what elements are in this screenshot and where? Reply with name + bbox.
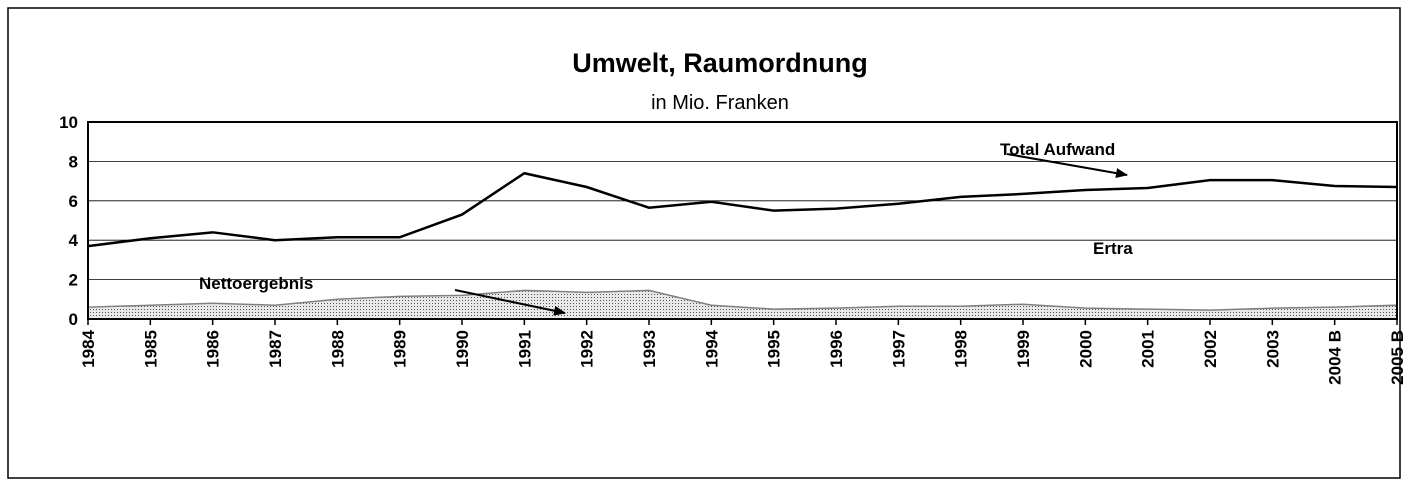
x-tick-label: 2000: [1076, 330, 1095, 368]
chart-title: Umwelt, Raumordnung: [572, 48, 868, 78]
y-tick-label: 2: [69, 271, 78, 290]
x-tick-label: 1984: [79, 329, 98, 367]
line: [87, 171, 1398, 248]
annotation: Ertra: [1093, 239, 1133, 258]
annotation: Total Aufwand: [1000, 140, 1115, 159]
x-tick-label: 2004 B: [1326, 330, 1345, 385]
x-tick-label: 1985: [141, 330, 160, 368]
x-tick-label: 1996: [827, 330, 846, 368]
x-tick-label: 1994: [702, 329, 721, 367]
x-tick-label: 1989: [391, 330, 410, 368]
x-tick-label: 2001: [1139, 330, 1158, 368]
x-tick-label: 1988: [328, 330, 347, 368]
frame: [7, 7, 1401, 479]
plot-area: [88, 122, 1397, 319]
y-tick-label: 8: [69, 152, 78, 171]
chart-subtitle: in Mio. Franken: [651, 92, 789, 114]
x-tick-label: 1993: [640, 330, 659, 368]
x-tick-label: 1998: [952, 330, 971, 368]
x-tick-label: 1987: [266, 330, 285, 368]
y-tick-label: 10: [59, 113, 78, 132]
plot-border: [87, 121, 1398, 320]
annotation: Nettoergebnis: [199, 274, 313, 293]
x-tick-label: 1986: [204, 330, 223, 368]
x-tick-label: 2005 B: [1388, 330, 1407, 385]
x-tick-label: 1991: [515, 330, 534, 368]
x-tick-label: 2002: [1201, 330, 1220, 368]
arrow: [1006, 153, 1128, 179]
area: [87, 289, 1398, 320]
y-tick-label: 6: [69, 192, 78, 211]
y-tick-label: 0: [69, 310, 78, 329]
x-tick-label: 1992: [578, 330, 597, 368]
arrow: [454, 289, 566, 316]
x-tick-label: 1997: [889, 330, 908, 368]
y-tick-label: 4: [69, 231, 79, 250]
x-tick-label: 2003: [1263, 330, 1282, 368]
x-tick-label: 1995: [765, 330, 784, 368]
x-tick-label: 1999: [1014, 330, 1033, 368]
x-tick-label: 1990: [453, 330, 472, 368]
